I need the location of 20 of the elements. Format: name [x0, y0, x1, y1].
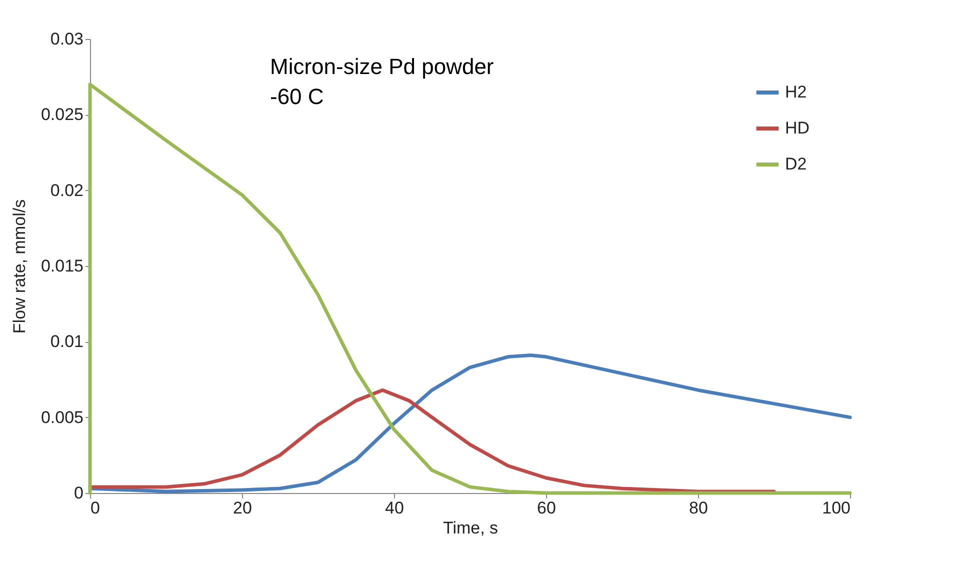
y-tick-label: 0.03	[50, 30, 84, 48]
x-axis-title: Time, s	[442, 518, 498, 538]
x-tick-label: 0	[90, 498, 100, 518]
x-tick-label: 100	[822, 498, 850, 518]
annotation: Micron-size Pd powder	[270, 54, 494, 79]
legend-label: HD	[785, 118, 810, 138]
y-tick-label: 0.015	[40, 256, 84, 276]
x-tick-label: 60	[537, 498, 556, 518]
y-tick-label: 0.025	[40, 105, 84, 124]
legend-label: D2	[785, 154, 807, 174]
y-tick-label: 0	[74, 484, 84, 502]
x-tick-label: 40	[385, 498, 404, 518]
y-tick-label: 0.02	[50, 180, 84, 200]
x-tick-label: 80	[689, 498, 708, 518]
y-tick-label: 0.01	[50, 332, 84, 352]
y-axis-title: Flow rate, mmol/s	[10, 199, 29, 334]
legend-label: H2	[785, 82, 807, 102]
annotation: -60 C	[270, 84, 324, 109]
x-tick-label: 20	[233, 498, 252, 518]
y-tick-label: 0.005	[40, 408, 84, 427]
